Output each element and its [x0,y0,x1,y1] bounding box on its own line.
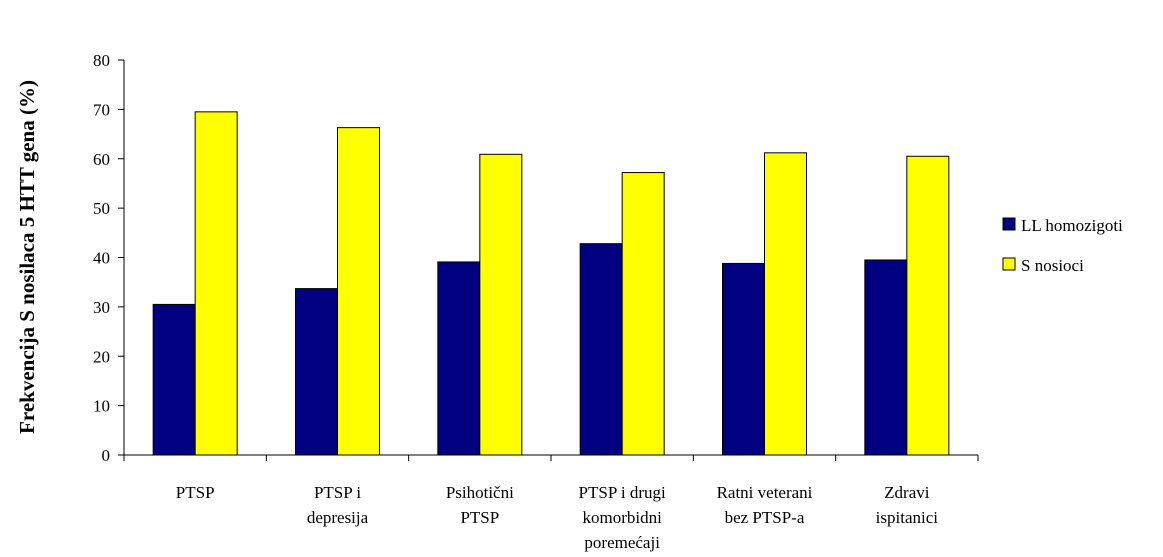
bars [152,111,950,456]
y-tick-label: 0 [102,446,111,465]
x-category-label: Psihotični PTSP [446,483,514,527]
bar-s-nosioci [194,111,238,456]
y-axis-label: Frekvencija S nosilaca 5 HTT gena (%) [15,80,39,434]
legend-swatch [1002,257,1016,271]
y-tick-label: 40 [93,249,110,268]
y-tick-label: 60 [93,150,110,169]
y-tick-label: 20 [93,347,110,366]
bar-s-nosioci [337,127,380,456]
x-category-label: PTSP [176,483,215,502]
x-category-label: Zdravi ispitanici [876,483,939,527]
bar-ll-homozigoti [152,303,196,456]
bar-ll-homozigoti [295,288,338,456]
y-tick-label: 30 [93,298,110,317]
bar-ll-homozigoti [437,261,481,456]
bar-s-nosioci [621,172,665,456]
y-tick-label: 50 [93,199,110,218]
legend-swatch [1002,217,1016,231]
legend-label: S nosioci [1021,256,1084,275]
x-category-label: Ratni veterani bez PTSP-a [717,483,813,527]
legend-label: LL homozigoti [1021,216,1123,235]
y-axis-label-group: Frekvencija S nosilaca 5 HTT gena (%) [15,80,39,434]
bar-s-nosioci [764,152,807,456]
bar-s-nosioci [906,155,950,456]
x-category-label: PTSP i drugi komorbidni poremećaji [579,483,667,552]
bar-s-nosioci [479,153,523,456]
bar-ll-homozigoti [722,262,765,456]
y-tick-label: 70 [93,100,110,119]
legend: LL homozigoti S nosioci [1002,216,1123,275]
y-tick-label: 10 [93,397,110,416]
category-labels: PTSP PTSP i depresija Psihotični PTSP PTSP i … [176,483,938,552]
bar-ll-homozigoti [579,243,623,456]
bar-ll-homozigoti [864,259,908,456]
x-category-label: PTSP i depresija [307,483,369,527]
y-tick-label: 80 [93,51,110,70]
axes: 0 10 20 30 40 50 60 70 80 [93,51,979,465]
